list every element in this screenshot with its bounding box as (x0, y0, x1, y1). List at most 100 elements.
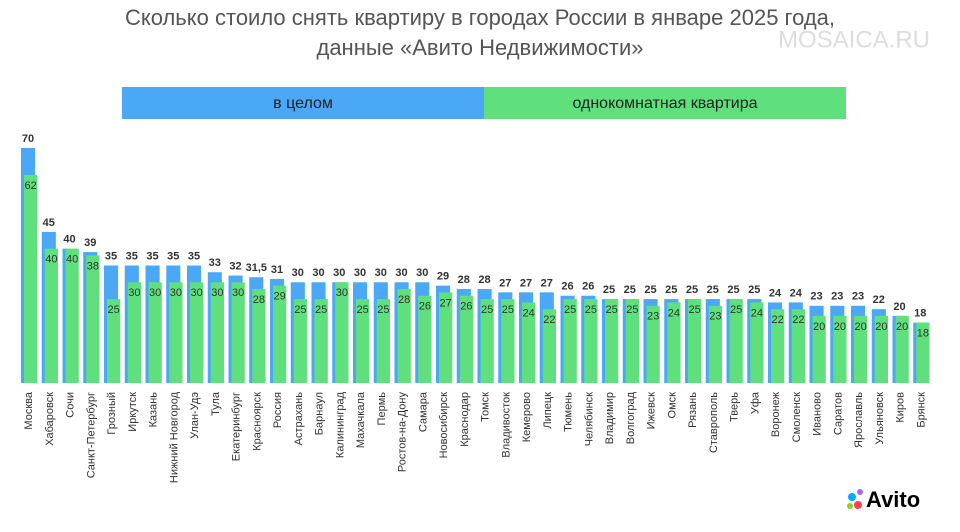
bar (148, 282, 162, 383)
x-tick-label: Омск (666, 392, 678, 419)
value-label: 24 (751, 307, 763, 319)
value-label: 20 (875, 321, 887, 333)
value-label: 30 (395, 267, 407, 279)
bar (501, 299, 515, 383)
x-tick-label: Челябинск (583, 392, 595, 446)
bar (252, 289, 266, 383)
bar (625, 299, 640, 383)
value-label: 25 (294, 304, 306, 316)
bar (771, 309, 785, 383)
x-tick-label: Воронеж (770, 391, 782, 437)
bar (86, 255, 100, 383)
x-tick-label: Тверь (729, 392, 741, 422)
bar (895, 315, 909, 383)
bar (667, 302, 681, 383)
chart-title: Сколько стоило снять квартиру в городах … (125, 5, 835, 30)
bar (812, 315, 826, 383)
value-label: 70 (22, 133, 34, 145)
bar (750, 302, 764, 383)
value-label: 25 (624, 284, 636, 296)
x-tick-label: Калининград (334, 391, 346, 458)
value-label: 30 (375, 267, 387, 279)
bar (584, 299, 598, 383)
value-label: 38 (87, 260, 99, 272)
value-label: 25 (727, 284, 739, 296)
bar (854, 315, 868, 383)
value-label: 27 (520, 277, 532, 289)
bar (439, 292, 453, 383)
value-label: 40 (63, 234, 75, 246)
value-label: 25 (748, 284, 760, 296)
value-label: 30 (149, 287, 161, 299)
bar (688, 299, 702, 383)
value-label: 25 (644, 284, 656, 296)
value-label: 25 (315, 304, 327, 316)
value-label: 35 (105, 250, 117, 262)
value-label: 45 (43, 217, 55, 229)
bar (874, 315, 889, 383)
logo: Avito (866, 487, 920, 512)
bar (480, 299, 494, 383)
value-label: 29 (437, 271, 449, 283)
bar (44, 248, 59, 383)
value-label: 18 (917, 327, 929, 339)
value-label: 25 (626, 304, 638, 316)
value-label: 62 (25, 180, 37, 192)
x-tick-label: Иркутск (127, 392, 139, 432)
value-label: 29 (274, 291, 286, 303)
value-label: 20 (834, 321, 846, 333)
bar (107, 299, 121, 383)
x-tick-label: Брянск (915, 392, 927, 428)
value-label: 40 (66, 254, 78, 266)
x-tick-label: Ульяновск (874, 392, 886, 445)
x-tick-label: Барнаул (314, 392, 326, 435)
x-tick-label: Хабаровск (44, 392, 56, 446)
value-label: 20 (855, 321, 867, 333)
value-label: 31,5 (246, 262, 267, 274)
value-label: 22 (792, 314, 804, 326)
value-label: 40 (45, 254, 57, 266)
value-label: 22 (772, 314, 784, 326)
value-label: 25 (502, 304, 514, 316)
x-tick-label: Липецк (542, 392, 554, 429)
value-label: 23 (852, 291, 864, 303)
x-tick-label: Махачкала (355, 391, 367, 448)
x-tick-label: Санкт-Петербург (85, 392, 97, 478)
value-label: 30 (336, 287, 348, 299)
value-label: 30 (191, 287, 203, 299)
x-tick-label: Владивосток (500, 392, 512, 458)
x-tick-label: Сочи (65, 392, 77, 418)
value-label: 28 (253, 294, 265, 306)
bar (522, 302, 536, 383)
value-label: 30 (416, 267, 428, 279)
bar (646, 305, 660, 383)
bar (376, 299, 391, 383)
value-label: 35 (188, 250, 200, 262)
value-label: 22 (873, 294, 885, 306)
value-label: 26 (582, 281, 594, 293)
value-label: 20 (893, 301, 905, 313)
value-label: 25 (377, 304, 389, 316)
value-label: 24 (769, 287, 782, 299)
value-label: 25 (108, 304, 120, 316)
bar (418, 295, 432, 383)
bar (791, 309, 806, 383)
x-tick-label: Пермь (376, 392, 388, 426)
value-label: 24 (668, 307, 680, 319)
x-tick-label: Екатеринбург (231, 392, 243, 461)
bar (605, 299, 619, 383)
bar (127, 282, 142, 383)
bar (273, 285, 287, 383)
value-label: 30 (211, 287, 223, 299)
x-tick-label: Краснодар (459, 392, 471, 447)
value-label: 28 (458, 274, 470, 286)
value-label: 26 (419, 301, 431, 313)
legend-label: в целом (273, 95, 333, 112)
x-tick-label: Томск (480, 392, 492, 422)
value-label: 23 (831, 291, 843, 303)
x-tick-label: Нижний Новгород (168, 391, 180, 483)
value-label: 30 (333, 267, 345, 279)
value-label: 24 (790, 287, 803, 299)
x-tick-label: Красноярск (251, 392, 263, 451)
x-tick-label: Волгоград (625, 391, 637, 444)
